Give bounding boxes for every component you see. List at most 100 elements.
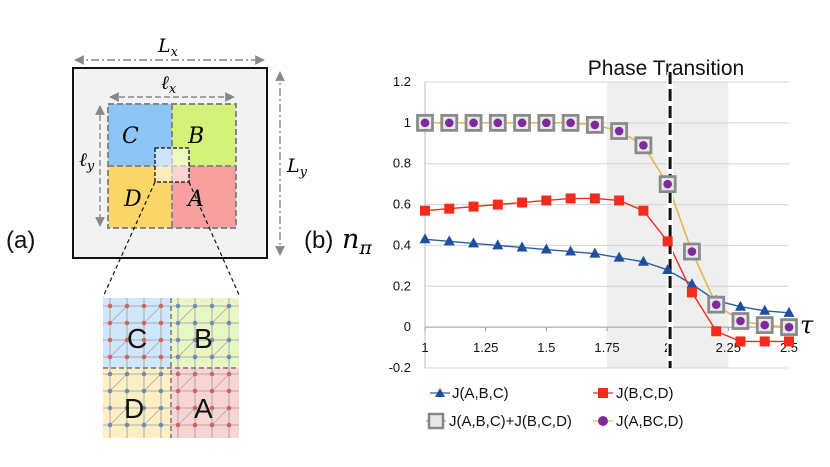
x-tick-label: 1.25	[473, 340, 498, 355]
lattice-site	[226, 405, 232, 411]
data-point-0	[734, 300, 746, 311]
panel-b: (b) nπ τ Phase Transition 1.2 1 0.8 0.6 0.4 0…	[304, 57, 814, 430]
lattice-site	[192, 303, 198, 309]
Ly-label: Ly	[286, 155, 308, 180]
lattice-bond-diag	[177, 339, 196, 358]
legend-label-jbcd: J(B,C,D)	[616, 385, 674, 402]
lattice-site	[175, 320, 181, 326]
data-point-1	[589, 193, 600, 204]
lattice-site	[175, 405, 181, 411]
lattice-site	[124, 303, 130, 309]
lattice-site	[226, 422, 232, 428]
legend-item-jabcd: J(A,BC,D)	[593, 413, 684, 430]
data-point-3	[639, 141, 648, 150]
lattice-inset: C B D A	[103, 298, 239, 438]
data-point-1	[686, 287, 697, 298]
series-line-3	[425, 122, 790, 328]
lattice-label-B: B	[194, 323, 213, 354]
data-point-3	[517, 118, 527, 128]
y-tick-label: 0.6	[393, 197, 411, 212]
lattice-site	[226, 371, 232, 377]
legend-item-jabc: J(A,B,C)	[430, 385, 509, 402]
legend-marker-jbcd	[598, 388, 608, 398]
lattice-site	[107, 371, 113, 377]
lattice-site	[141, 303, 147, 309]
data-point-1	[735, 336, 746, 347]
region-label-C: C	[122, 124, 139, 149]
lattice-bond-diag	[143, 339, 162, 358]
lattice-site	[141, 354, 147, 360]
lattice-bond-diag	[211, 305, 230, 324]
data-point-0	[783, 306, 795, 317]
lattice-site	[141, 405, 147, 411]
lattice-bond-diag	[109, 305, 128, 324]
data-point-3	[542, 118, 551, 128]
data-point-0	[662, 263, 674, 274]
data-point-0	[516, 241, 528, 252]
legend-item-jbcd: J(B,C,D)	[593, 385, 674, 402]
data-point-1	[784, 336, 794, 347]
data-point-3	[590, 120, 600, 130]
data-point-3	[614, 126, 624, 136]
lattice-site	[124, 320, 130, 326]
lattice-site	[124, 388, 130, 394]
plot-area: 1.210.80.60.40.20-0.211.251.51.7522.252.…	[389, 72, 798, 375]
data-point-0	[492, 239, 504, 250]
lattice-site	[192, 405, 198, 411]
data-point-1	[468, 201, 479, 212]
data-point-3	[493, 118, 503, 128]
lattice-site	[107, 354, 113, 360]
data-point-3	[711, 300, 721, 309]
lattice-site	[141, 320, 147, 326]
data-point-1	[638, 205, 649, 216]
lattice-site	[226, 354, 232, 360]
data-point-3	[444, 118, 454, 128]
ly-small-label: ℓy	[79, 149, 95, 174]
data-point-3	[687, 247, 697, 256]
data-point-1	[759, 336, 770, 347]
Lx-label: Lx	[157, 35, 179, 60]
data-point-0	[468, 237, 480, 248]
data-point-0	[419, 233, 431, 244]
region-label-D: D	[123, 187, 142, 212]
y-tick-label: 0.4	[393, 237, 411, 252]
data-point-3	[420, 118, 430, 128]
x-tick-label: 1.5	[537, 340, 555, 355]
chart-title: Phase Transition	[588, 57, 744, 80]
y-tick-label: 0.8	[393, 156, 411, 171]
data-point-1	[541, 195, 552, 206]
lattice-site	[209, 422, 215, 428]
lattice-site	[175, 337, 181, 343]
lx-small-label: ℓx	[161, 72, 177, 97]
lattice-bond-diag	[143, 373, 162, 392]
lattice-site	[158, 354, 164, 360]
lattice-bond-diag	[211, 339, 230, 358]
legend-marker-jsum	[427, 412, 445, 430]
lattice-bond-diag	[177, 305, 196, 324]
lattice-site	[124, 405, 130, 411]
legend-label-jabc: J(A,B,C)	[452, 385, 509, 402]
data-point-3	[760, 320, 770, 330]
x-axis-label: τ	[800, 311, 814, 339]
data-point-3	[736, 316, 745, 326]
lattice-site	[107, 303, 113, 309]
lattice-site	[209, 405, 215, 411]
lattice-site	[158, 388, 164, 394]
lattice-bond-diag	[109, 339, 128, 358]
series-line-1	[424, 197, 789, 343]
data-point-3	[469, 118, 478, 128]
lattice-site	[192, 371, 198, 377]
lattice-site	[124, 354, 130, 360]
lattice-site	[209, 388, 215, 394]
data-point-0	[589, 247, 601, 258]
data-point-0	[759, 304, 771, 315]
legend-marker-jabc	[435, 388, 445, 397]
lattice-site	[209, 303, 215, 309]
lattice-site	[175, 422, 181, 428]
lattice-site	[192, 337, 198, 343]
lattice-label-C: C	[127, 323, 147, 354]
lattice-site	[175, 371, 181, 377]
lattice-site	[107, 405, 113, 411]
region-label-A: A	[186, 187, 204, 212]
lattice-bond-diag	[109, 407, 128, 426]
